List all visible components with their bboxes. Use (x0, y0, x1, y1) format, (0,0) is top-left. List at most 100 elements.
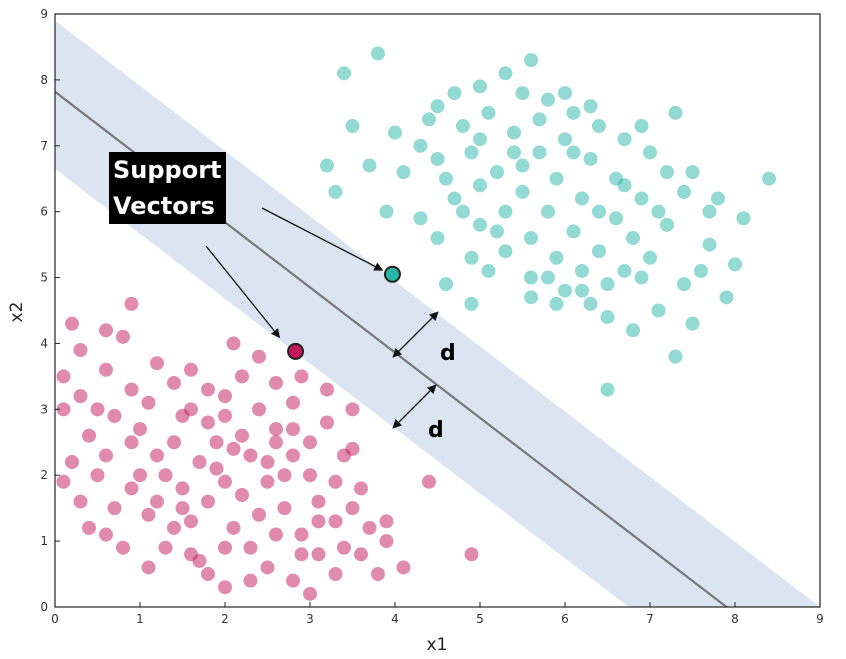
data-point-class-b (524, 290, 538, 305)
y-tick-label: 6 (40, 205, 48, 219)
data-point-class-b (634, 191, 649, 206)
data-point-class-b (498, 66, 513, 81)
data-point-class-b (728, 257, 742, 272)
data-point-class-b (634, 119, 649, 134)
data-point-class-a (218, 474, 232, 489)
data-point-class-b (660, 165, 674, 180)
data-point-class-a (133, 468, 147, 483)
data-point-class-b (762, 171, 776, 186)
data-point-class-a (269, 422, 283, 437)
data-point-class-a (345, 501, 360, 516)
data-point-class-a (243, 448, 258, 463)
data-point-class-a (124, 382, 139, 397)
data-point-class-b (507, 125, 521, 140)
data-point-class-b (362, 158, 377, 173)
data-point-class-a (65, 455, 79, 470)
data-point-class-a (107, 408, 122, 423)
data-point-class-b (490, 224, 504, 239)
data-point-class-a (107, 501, 122, 516)
data-point-class-a (260, 455, 275, 470)
data-point-class-b (651, 204, 666, 219)
data-point-class-b (337, 66, 351, 81)
data-point-class-b (592, 204, 606, 219)
data-point-class-a (303, 435, 317, 450)
data-point-class-a (243, 540, 258, 555)
data-point-class-b (609, 211, 623, 226)
data-point-class-b (575, 263, 589, 278)
support-vector-point (287, 342, 305, 360)
data-point-class-a (73, 343, 88, 358)
data-point-class-a (150, 448, 164, 463)
data-point-class-b (583, 151, 598, 166)
data-point-class-b (532, 145, 547, 160)
data-point-class-a (235, 369, 249, 384)
data-point-class-a (379, 534, 394, 549)
data-point-class-a (56, 402, 71, 417)
data-points-layer (56, 46, 776, 601)
data-point-class-a (90, 468, 105, 483)
data-point-class-b (464, 296, 479, 311)
data-point-class-a (192, 553, 207, 568)
data-point-class-b (617, 132, 632, 147)
data-point-class-b (677, 277, 691, 292)
data-point-class-a (320, 415, 334, 430)
data-point-class-a (252, 349, 266, 364)
y-tick-label: 0 (40, 600, 48, 614)
data-point-class-b (583, 99, 598, 114)
data-point-class-b (532, 112, 547, 127)
x-tick-label: 3 (306, 612, 314, 626)
data-point-class-b (549, 296, 564, 311)
data-point-class-b (413, 138, 428, 153)
margin-arrow-top (392, 311, 439, 358)
data-point-class-a (328, 514, 343, 529)
margin-arrow-bottom (392, 384, 437, 429)
data-point-class-b (439, 171, 453, 186)
data-point-class-b (566, 224, 581, 239)
data-point-class-a (201, 382, 215, 397)
data-point-class-b (558, 283, 572, 298)
data-point-class-b (694, 263, 708, 278)
data-point-class-a (345, 402, 360, 417)
data-point-class-a (260, 560, 275, 575)
data-point-class-a (286, 422, 300, 437)
data-point-class-a (99, 323, 113, 338)
data-point-class-a (141, 560, 156, 575)
x-tick-label: 8 (731, 612, 739, 626)
data-point-class-b (677, 184, 691, 199)
data-point-class-b (549, 250, 564, 265)
data-point-class-a (226, 520, 241, 535)
x-tick-label: 6 (561, 612, 569, 626)
y-tick-label: 3 (40, 402, 48, 416)
data-point-class-b (379, 204, 394, 219)
data-point-class-a (116, 540, 130, 555)
data-point-class-b (685, 316, 700, 331)
y-tick-label: 4 (40, 336, 48, 350)
x-tick-label: 1 (136, 612, 144, 626)
data-point-class-b (371, 46, 385, 61)
data-point-class-a (192, 455, 207, 470)
data-point-class-b (643, 250, 657, 265)
y-tick-label: 2 (40, 468, 48, 482)
data-point-class-b (396, 165, 411, 180)
data-point-class-b (507, 145, 521, 160)
data-point-class-b (719, 290, 734, 305)
data-point-class-a (226, 441, 241, 456)
data-point-class-a (269, 527, 283, 542)
support-vector-point (383, 265, 401, 283)
callout-arrow-2 (205, 245, 281, 339)
margin-band-layer (55, 20, 820, 607)
data-point-class-a (252, 402, 266, 417)
data-point-class-a (175, 481, 190, 496)
data-point-class-a (167, 435, 181, 450)
x-tick-label: 5 (476, 612, 484, 626)
data-point-class-a (73, 494, 88, 509)
data-point-class-a (218, 540, 232, 555)
data-point-class-b (447, 86, 462, 101)
data-point-class-a (311, 514, 326, 529)
data-point-class-a (175, 408, 190, 423)
data-point-class-b (473, 178, 487, 193)
data-point-class-a (277, 468, 292, 483)
callout-line-1: Support (113, 156, 222, 184)
data-point-class-a (218, 389, 232, 404)
data-point-class-b (541, 92, 555, 107)
